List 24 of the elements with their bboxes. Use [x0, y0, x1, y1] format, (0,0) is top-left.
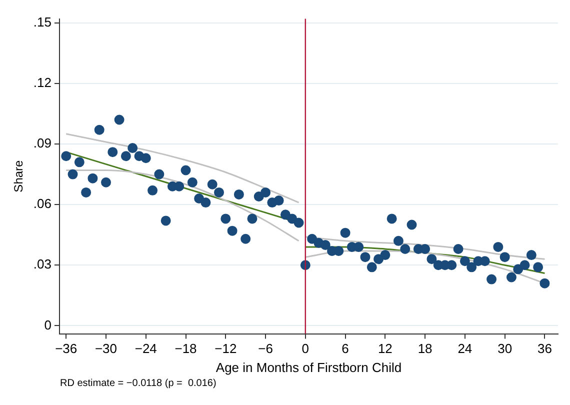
- y-tick-label: 0: [44, 317, 52, 332]
- y-tick-label: .12: [33, 74, 52, 90]
- y-tick-label: .09: [33, 136, 52, 151]
- x-tick-label: 24: [458, 341, 472, 356]
- x-tick-label: 12: [378, 341, 392, 356]
- text: RD estimate = −0.0118 (p = 0.016): [60, 378, 218, 389]
- x-tick-label: 6: [342, 341, 349, 356]
- y-tick-label: .06: [33, 196, 52, 212]
- x-axis-title: Age in Months of Firstborn Child: [216, 360, 402, 375]
- y-tick-label: .03: [33, 256, 52, 272]
- y-tick-label: .15: [33, 14, 52, 30]
- x-tick-label: −12: [214, 341, 237, 356]
- x-tick-label: −36: [55, 341, 78, 356]
- x-tick-label: 30: [498, 341, 512, 356]
- x-tick-label: −30: [94, 341, 118, 356]
- y-axis-title: Share: [12, 160, 26, 192]
- x-tick-label: −18: [174, 341, 197, 356]
- x-tick-label: −6: [258, 341, 273, 356]
- x-tick-label: 36: [537, 341, 552, 356]
- x-tick-label: 18: [418, 341, 432, 356]
- x-tick-label: 0: [302, 341, 310, 356]
- line-series: [65, 169, 300, 242]
- line-series: [65, 133, 300, 204]
- x-tick-label: −24: [134, 341, 157, 356]
